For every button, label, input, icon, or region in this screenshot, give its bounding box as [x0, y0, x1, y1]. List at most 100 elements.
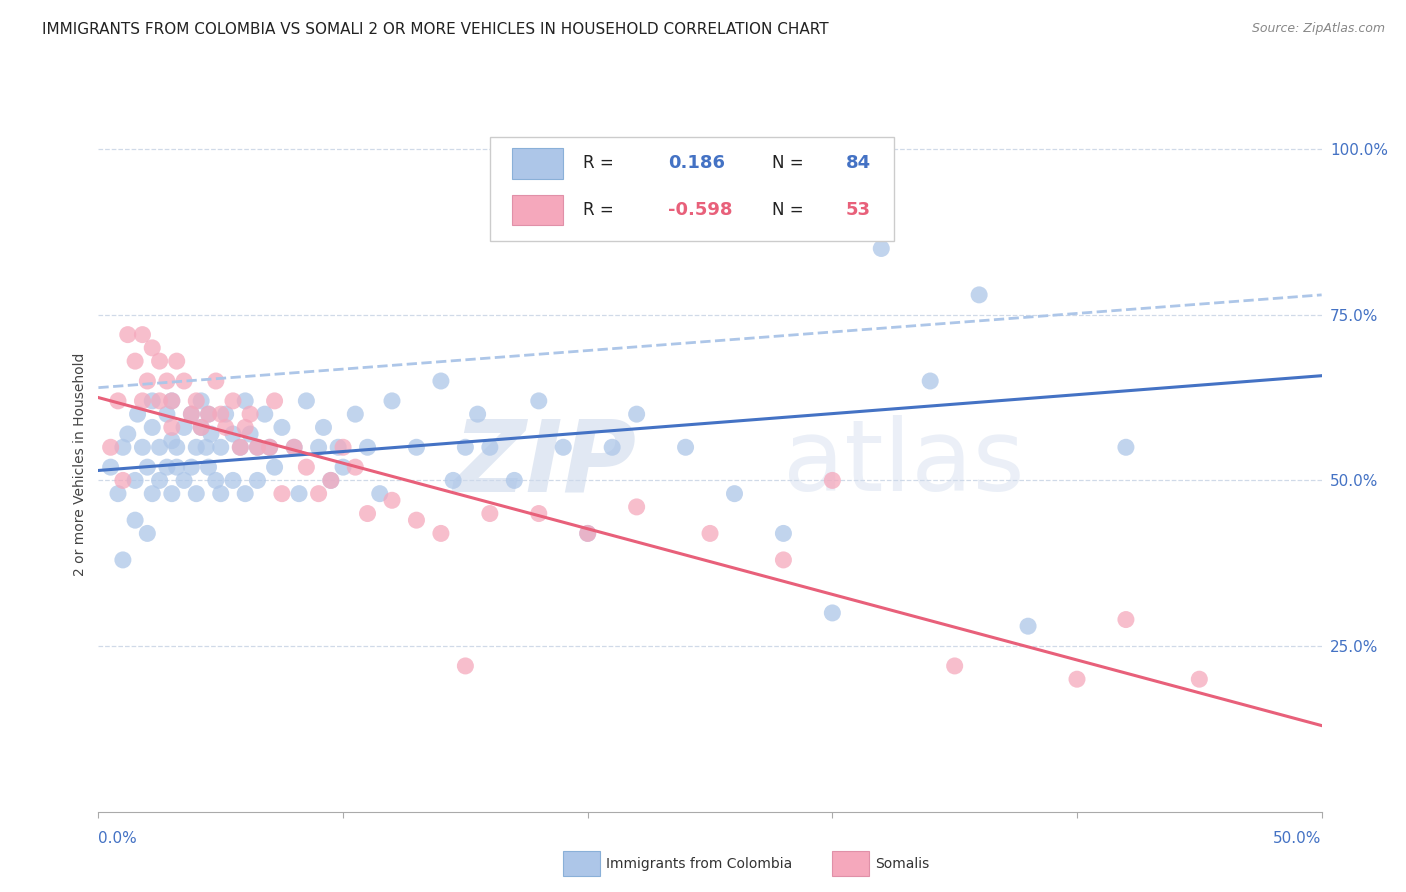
Point	[124, 513, 146, 527]
Point	[527, 393, 550, 408]
Point	[173, 420, 195, 434]
Point	[253, 407, 276, 421]
Point	[870, 242, 893, 256]
Point	[600, 440, 623, 454]
Text: Source: ZipAtlas.com: Source: ZipAtlas.com	[1251, 22, 1385, 36]
Point	[576, 526, 599, 541]
Point	[195, 440, 218, 454]
Point	[332, 440, 354, 454]
Text: 0.186: 0.186	[668, 154, 725, 172]
Point	[454, 440, 477, 454]
Text: N =: N =	[772, 154, 810, 172]
Point	[186, 486, 208, 500]
Text: N =: N =	[772, 201, 810, 219]
Point	[312, 420, 335, 434]
Point	[190, 420, 212, 434]
Point	[239, 407, 262, 421]
Point	[160, 420, 183, 434]
Point	[1115, 440, 1137, 454]
Point	[239, 427, 262, 442]
Point	[173, 474, 195, 488]
Point	[259, 440, 281, 454]
Point	[288, 486, 311, 500]
FancyBboxPatch shape	[564, 851, 600, 877]
Point	[205, 374, 228, 388]
Text: 50.0%: 50.0%	[1274, 831, 1322, 846]
Point	[100, 440, 122, 454]
Point	[467, 407, 489, 421]
Point	[1066, 672, 1088, 686]
Point	[197, 407, 219, 421]
Point	[772, 553, 794, 567]
FancyBboxPatch shape	[512, 194, 564, 225]
Point	[166, 460, 188, 475]
Point	[127, 407, 149, 421]
Point	[270, 486, 294, 500]
Point	[117, 427, 139, 442]
Text: 0.0%: 0.0%	[98, 831, 138, 846]
Point	[111, 474, 134, 488]
Point	[723, 486, 745, 500]
Point	[626, 500, 648, 514]
Point	[478, 440, 501, 454]
Point	[430, 526, 453, 541]
Point	[160, 434, 183, 448]
Point	[319, 474, 342, 488]
Point	[1188, 672, 1211, 686]
Point	[149, 393, 172, 408]
Point	[308, 486, 330, 500]
Point	[186, 393, 208, 408]
Point	[381, 393, 404, 408]
Point	[821, 474, 844, 488]
Point	[270, 420, 294, 434]
Point	[295, 460, 318, 475]
Point	[131, 440, 153, 454]
Point	[967, 288, 990, 302]
Point	[576, 526, 599, 541]
Point	[160, 486, 183, 500]
Point	[156, 460, 179, 475]
FancyBboxPatch shape	[832, 851, 869, 877]
Point	[229, 440, 252, 454]
Point	[117, 327, 139, 342]
Point	[319, 474, 342, 488]
FancyBboxPatch shape	[512, 148, 564, 178]
Point	[344, 460, 367, 475]
Point	[222, 474, 245, 488]
Point	[478, 507, 501, 521]
Text: 53: 53	[846, 201, 870, 219]
Point	[111, 440, 134, 454]
Point	[233, 486, 256, 500]
Point	[166, 440, 188, 454]
Text: Immigrants from Colombia: Immigrants from Colombia	[606, 857, 793, 871]
Point	[136, 526, 159, 541]
FancyBboxPatch shape	[489, 136, 894, 241]
Point	[283, 440, 305, 454]
Text: -0.598: -0.598	[668, 201, 733, 219]
Point	[263, 460, 285, 475]
Point	[381, 493, 404, 508]
Text: ZIP: ZIP	[454, 416, 637, 512]
Point	[160, 393, 183, 408]
Point	[821, 606, 844, 620]
Point	[222, 393, 245, 408]
Point	[332, 460, 354, 475]
Y-axis label: 2 or more Vehicles in Household: 2 or more Vehicles in Household	[73, 352, 87, 575]
Text: IMMIGRANTS FROM COLOMBIA VS SOMALI 2 OR MORE VEHICLES IN HOUSEHOLD CORRELATION C: IMMIGRANTS FROM COLOMBIA VS SOMALI 2 OR …	[42, 22, 828, 37]
Point	[295, 393, 318, 408]
Point	[186, 440, 208, 454]
Point	[772, 526, 794, 541]
Point	[553, 440, 575, 454]
Text: atlas: atlas	[783, 416, 1025, 512]
Point	[1115, 613, 1137, 627]
Point	[356, 507, 378, 521]
Point	[527, 507, 550, 521]
Point	[259, 440, 281, 454]
Point	[920, 374, 942, 388]
Point	[141, 341, 163, 355]
Point	[454, 659, 477, 673]
Text: Somalis: Somalis	[875, 857, 929, 871]
Point	[222, 427, 245, 442]
Text: R =: R =	[583, 201, 619, 219]
Text: R =: R =	[583, 154, 619, 172]
